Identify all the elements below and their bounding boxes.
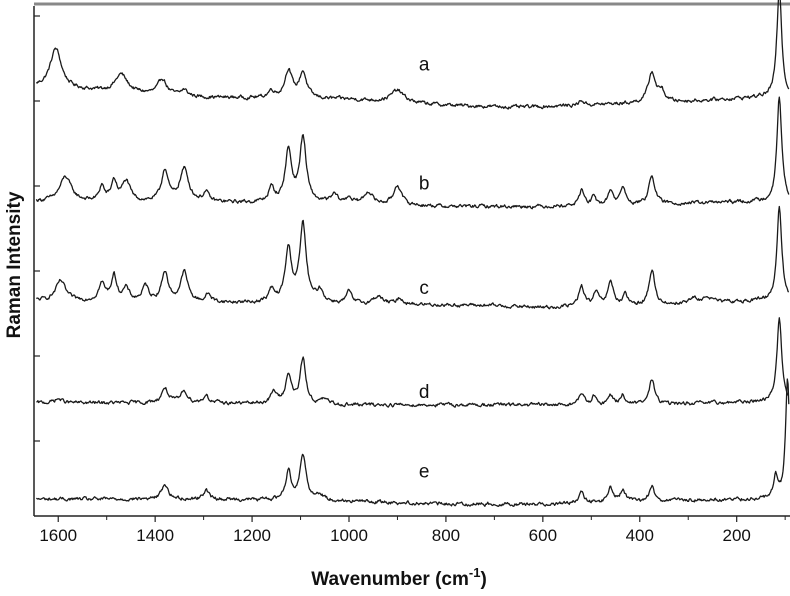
x-axis-tick-labels: 1600 1400 1200 1000 800 600 400 200 <box>39 526 751 545</box>
x-tick-label-400: 400 <box>626 526 654 545</box>
trace-label-b: b <box>419 174 430 195</box>
trace-labels: a b c d e <box>419 55 430 483</box>
trace-label-c: c <box>419 278 429 299</box>
trace-label-e: e <box>419 461 430 482</box>
x-tick-label-200: 200 <box>723 526 751 545</box>
x-tick-label-800: 800 <box>432 526 460 545</box>
x-axis-ticks <box>57 516 786 522</box>
trace-label-a: a <box>419 55 430 76</box>
y-axis-label: Raman Intensity <box>4 191 25 338</box>
spectrum-trace-d <box>36 317 790 408</box>
spectra-traces <box>35 0 790 508</box>
spectrum-trace-a <box>35 0 790 110</box>
x-tick-label-1200: 1200 <box>233 526 271 545</box>
x-tick-label-1000: 1000 <box>330 526 368 545</box>
spectrum-trace-b <box>35 96 790 210</box>
x-tick-label-1400: 1400 <box>136 526 174 545</box>
y-axis-ticks <box>34 15 40 442</box>
spectrum-trace-e <box>35 378 790 508</box>
spectrum-trace-c <box>35 205 790 310</box>
plot-frame <box>33 2 790 517</box>
x-axis-label: Wavenumber (cm-1) <box>311 565 487 590</box>
x-tick-label-1600: 1600 <box>39 526 77 545</box>
trace-label-d: d <box>419 382 430 403</box>
x-tick-label-600: 600 <box>529 526 557 545</box>
